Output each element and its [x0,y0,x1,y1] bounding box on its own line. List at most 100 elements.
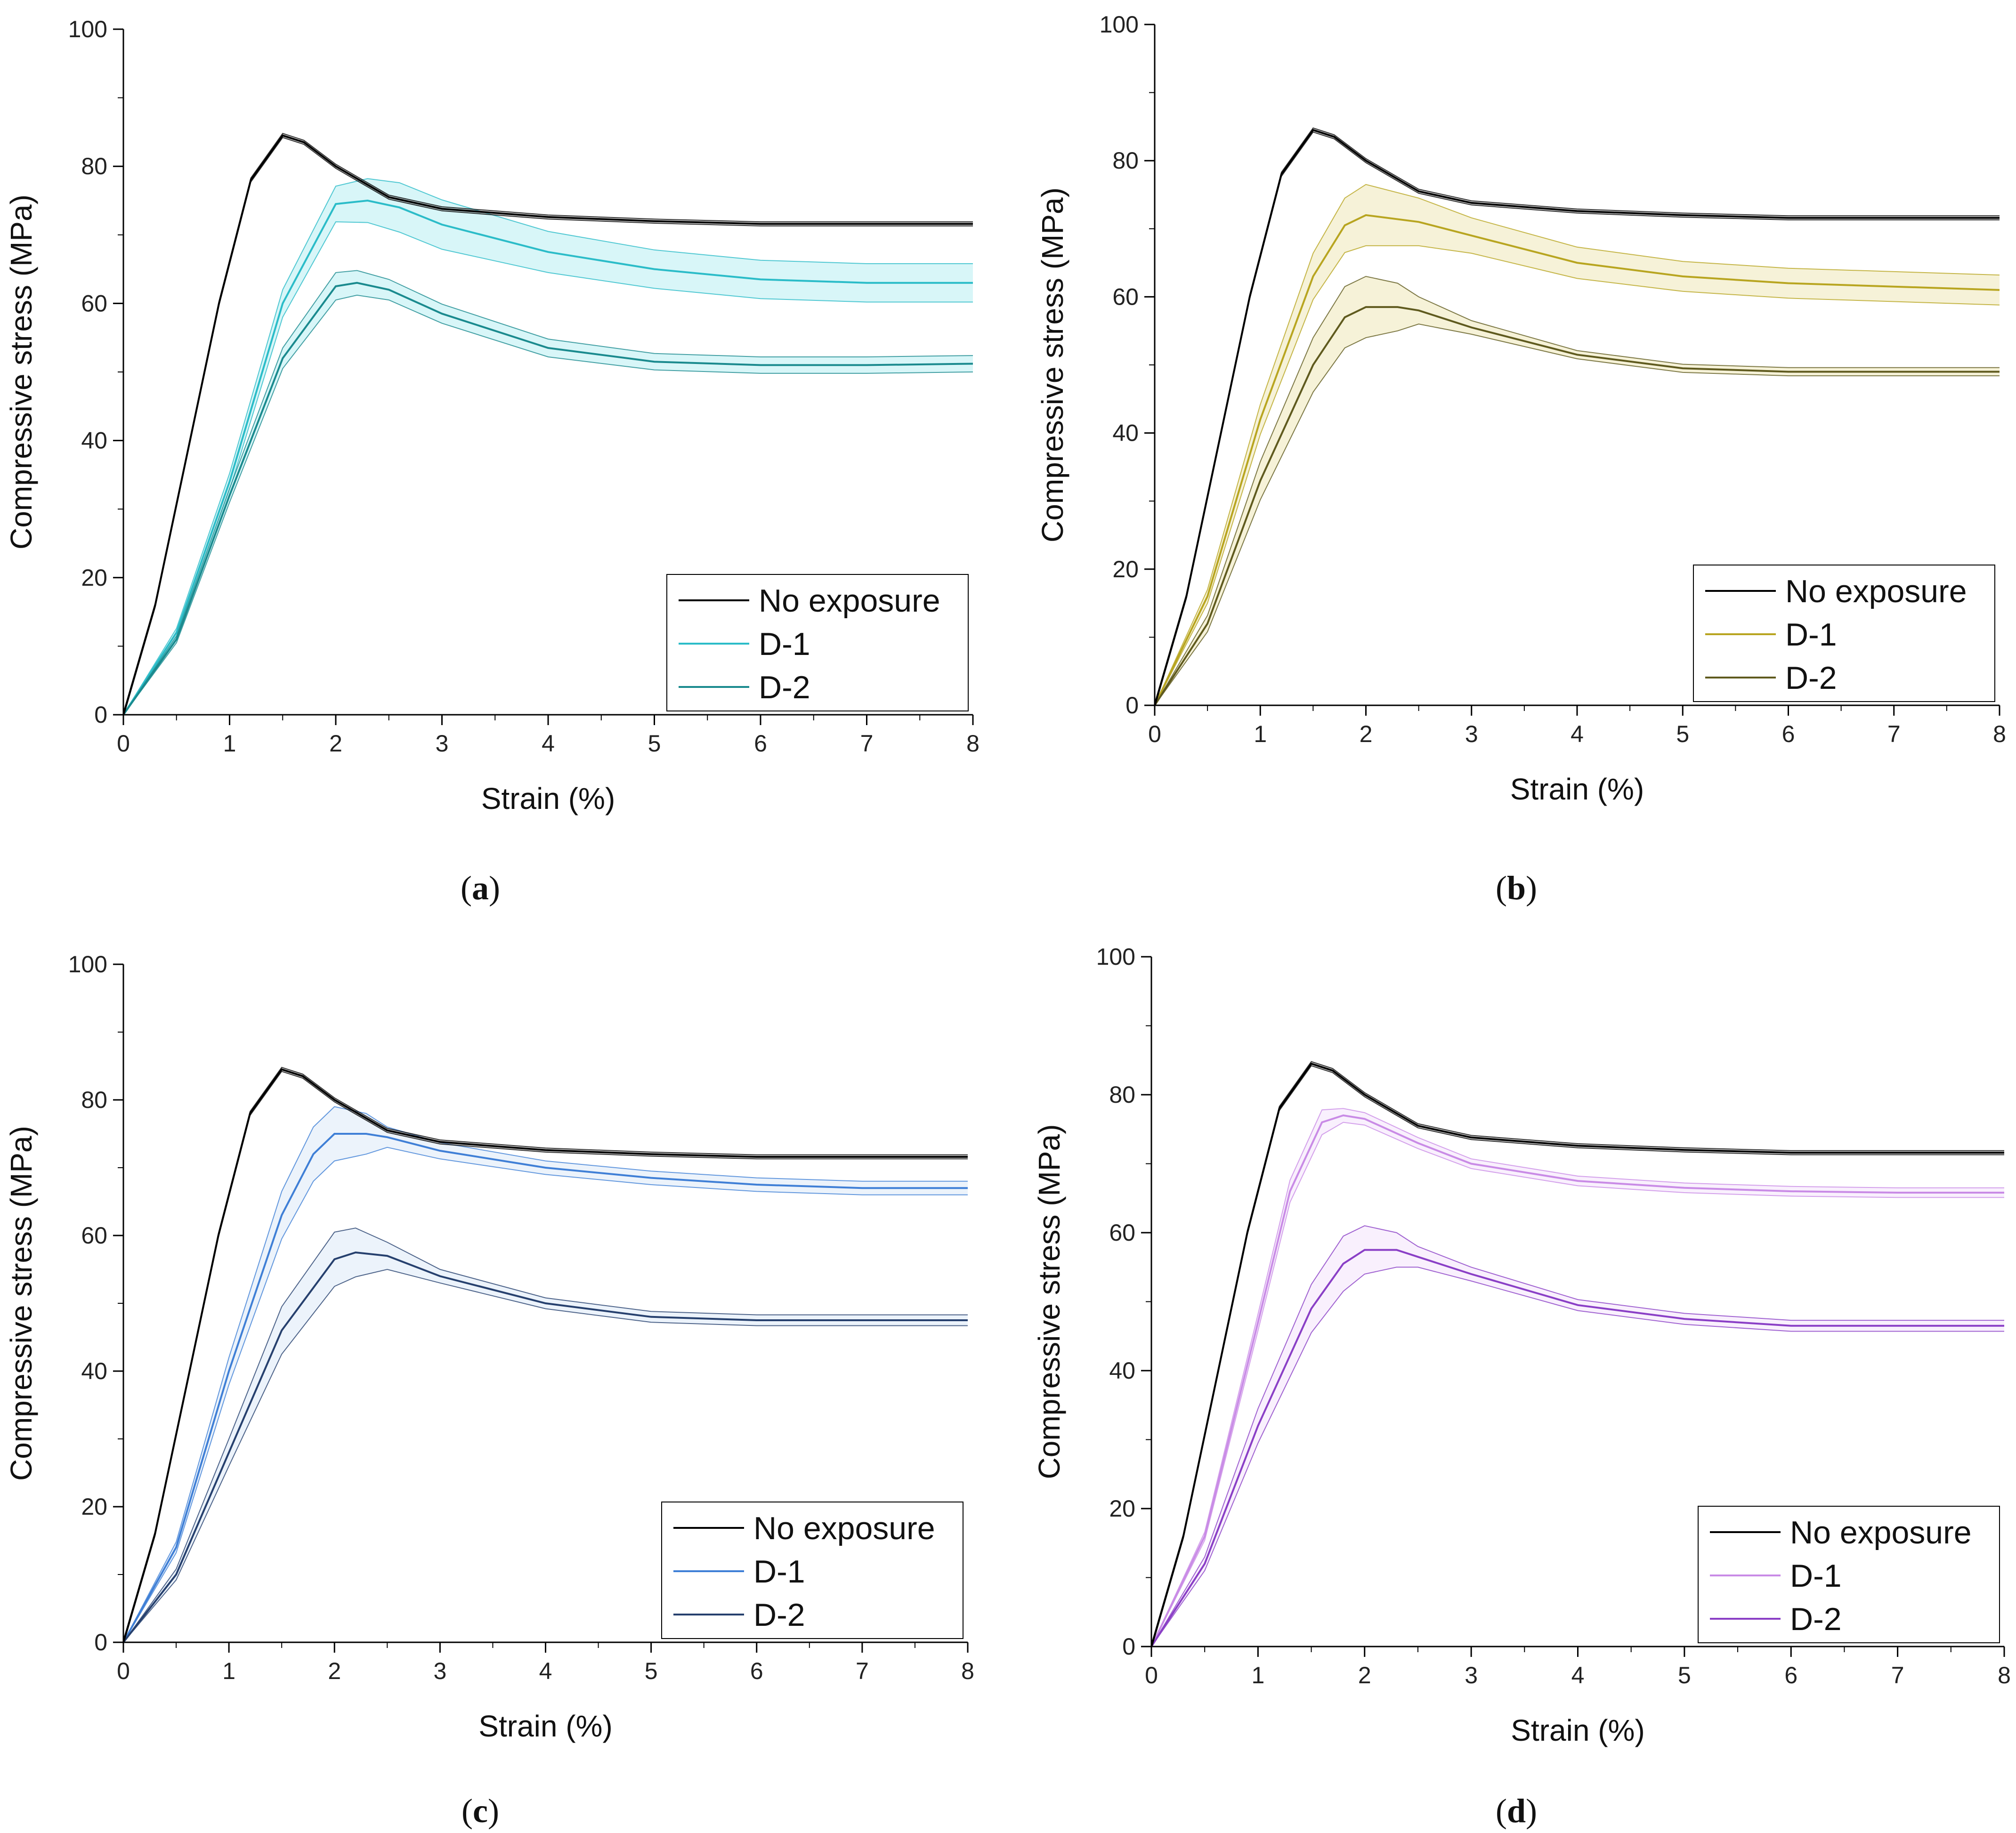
x-tick-label: 8 [961,1658,974,1684]
x-axis-title: Strain (%) [481,782,615,816]
x-tick-label: 1 [1254,721,1267,747]
x-tick-label: 7 [860,730,874,757]
x-tick-label: 2 [1360,721,1373,747]
y-tick-label: 80 [1109,1082,1135,1108]
x-tick-label: 6 [1784,1662,1797,1688]
y-axis-title: Compressive stress (MPa) [4,1126,38,1481]
plot-area [123,1066,968,1642]
y-tick-label: 0 [94,1629,107,1655]
x-tick-label: 5 [645,1658,658,1684]
x-tick-label: 0 [1145,1662,1158,1688]
legend-label: No exposure [753,1510,935,1546]
series-line-d-2 [123,1251,968,1642]
legend-label: D-1 [1790,1558,1842,1594]
y-tick-label: 60 [1109,1219,1135,1246]
caption-letter: b [1507,869,1526,907]
band-upper-line [1151,1225,2004,1647]
band-lower-line [123,1147,968,1642]
caption-open: ( [461,1792,473,1830]
band-upper-line [1151,1108,2004,1647]
band-lower-line [1151,1122,2004,1647]
y-tick-label: 20 [81,565,107,591]
series-line-no-exposure [123,134,973,715]
legend: No exposure D-1 D-2 [661,1502,963,1639]
band-lower-line [123,1268,968,1642]
y-tick-label: 60 [1112,283,1139,310]
x-tick-label: 4 [1571,721,1584,747]
y-axis-title: Compressive stress (MPa) [1032,1124,1066,1479]
series-line-no-exposure [1151,1062,2004,1647]
x-tick-label: 7 [856,1658,869,1684]
x-tick-label: 6 [1782,721,1795,747]
y-axis-title: Compressive stress (MPa) [4,194,38,549]
y-tick-label: 100 [68,951,107,977]
y-tick-label: 20 [1109,1495,1135,1522]
x-tick-label: 2 [1358,1662,1371,1688]
band-upper-line [123,1227,968,1642]
caption-letter: c [473,1792,488,1830]
band-lower-line [1151,1267,2004,1647]
x-tick-label: 4 [542,730,555,757]
x-tick-label: 5 [1676,721,1689,747]
x-tick-label: 2 [328,1658,341,1684]
band-lower-line [1155,323,2000,705]
caption-letter: a [472,869,489,907]
series-line-d-1 [1155,214,2000,705]
plot-area [1151,1061,2004,1647]
y-tick-label: 80 [81,1087,107,1113]
caption-open: ( [461,869,472,907]
panel-caption: (c) [461,1792,499,1830]
legend: No exposure D-1 D-2 [666,574,969,711]
series-line-d-2 [1155,306,2000,705]
caption-letter: d [1507,1792,1526,1830]
band-upper-line [123,1106,968,1642]
y-tick-label: 0 [1125,692,1139,719]
x-tick-label: 5 [648,730,661,757]
legend-label: D-2 [1790,1601,1842,1637]
legend-label: D-1 [753,1554,805,1590]
x-tick-label: 1 [223,730,236,757]
y-tick-label: 60 [81,1222,107,1249]
x-tick-label: 0 [117,730,130,757]
x-tick-label: 0 [117,1658,130,1684]
x-tick-label: 3 [1465,721,1478,747]
panel-caption: (d) [1496,1792,1537,1830]
caption-close: ) [1526,869,1537,907]
caption-close: ) [488,1792,499,1830]
y-tick-label: 80 [1112,147,1139,174]
legend-label: D-2 [753,1597,805,1633]
x-tick-label: 8 [1998,1662,2011,1688]
series-line-d-2 [1151,1249,2004,1647]
series-line-d-1 [123,1133,968,1642]
x-tick-label: 3 [436,730,449,757]
y-tick-label: 40 [1112,420,1139,446]
series-line-d-1 [123,199,973,715]
y-tick-label: 60 [81,290,107,316]
band-lower-line [123,294,973,715]
y-tick-label: 20 [81,1494,107,1520]
legend-label: No exposure [1790,1515,1972,1550]
x-tick-label: 0 [1148,721,1161,747]
x-tick-label: 1 [222,1658,235,1684]
x-tick-label: 3 [1465,1662,1478,1688]
caption-open: ( [1496,1792,1507,1830]
series-line-no-exposure [123,1068,968,1642]
y-axis-title: Compressive stress (MPa) [1036,187,1069,542]
legend: No exposure D-1 D-2 [1693,565,1995,702]
y-tick-label: 20 [1112,556,1139,582]
x-tick-label: 6 [754,730,767,757]
x-tick-label: 6 [750,1658,763,1684]
panel-caption: (a) [461,869,500,907]
y-tick-label: 40 [1109,1357,1135,1384]
x-tick-label: 8 [966,730,980,757]
legend-label: D-2 [759,670,810,705]
band-upper-line [1155,275,2000,705]
x-axis-title: Strain (%) [1510,772,1644,806]
plot-area [123,133,973,715]
x-tick-label: 4 [539,1658,552,1684]
x-axis-title: Strain (%) [1511,1713,1645,1747]
x-tick-label: 5 [1678,1662,1691,1688]
panel-caption: (b) [1496,869,1537,907]
series-line-no-exposure [1155,129,2000,705]
